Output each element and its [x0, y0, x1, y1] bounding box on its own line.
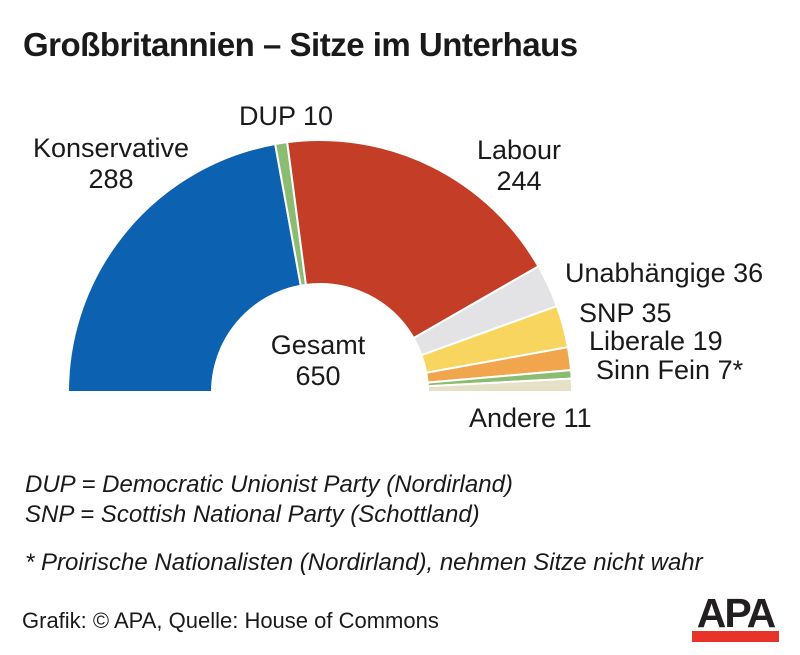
page-title: Großbritannien – Sitze im Unterhaus	[23, 26, 578, 63]
slice-labour	[286, 139, 540, 340]
footnote-snp-definition: SNP = Scottish National Party (Schottlan…	[25, 501, 480, 528]
apa-logo-text: APA	[696, 590, 777, 636]
slice-konservative	[67, 143, 302, 393]
label-dup: DUP 10	[239, 101, 334, 131]
label-andere: Andere 11	[469, 403, 592, 433]
apa-logo-bar	[692, 631, 779, 642]
label-liberale: Liberale 19	[589, 326, 723, 356]
label-labour: Labour 244	[476, 135, 562, 196]
seats-donut	[67, 139, 573, 393]
seats-chart: Konservative 288 DUP 10 Labour 244 Unabh…	[32, 101, 764, 433]
label-snp: SNP 35	[579, 298, 672, 328]
apa-logo: APA	[692, 590, 779, 642]
source-credit: Grafik: © APA, Quelle: House of Commons	[22, 608, 439, 633]
label-konservative: Konservative 288	[32, 133, 190, 194]
label-sinn-fein: Sinn Fein 7*	[596, 355, 744, 385]
label-gesamt-total: Gesamt 650	[270, 330, 366, 391]
slice-andere	[426, 377, 573, 393]
footnote-dup-definition: DUP = Democratic Unionist Party (Nordirl…	[25, 471, 513, 498]
footnote-sinn-fein-asterisk: * Proirische Nationalisten (Nordirland),…	[25, 549, 703, 576]
label-unabhaengige: Unabhängige 36	[565, 258, 764, 288]
